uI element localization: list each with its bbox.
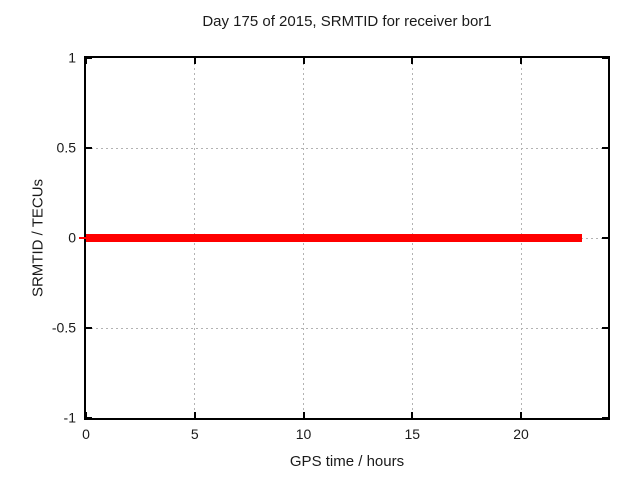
y-tick-mark-mirror	[602, 57, 608, 59]
y-tick-label: 1	[68, 49, 76, 66]
y-tick-mark-mirror	[602, 147, 608, 149]
x-tick-label: 5	[190, 426, 199, 442]
y-tick-mark	[86, 327, 92, 329]
y-gridline	[86, 327, 608, 329]
x-tick-mark-mirror	[302, 58, 305, 64]
chart-title: Day 175 of 2015, SRMTID for receiver bor…	[202, 13, 492, 30]
x-tick-mark	[411, 412, 414, 418]
y-tick-mark	[86, 57, 92, 59]
y-tick-mark-mirror	[602, 327, 608, 329]
y-tick-mark	[86, 417, 92, 419]
y-tick-mark	[86, 147, 92, 149]
y-tick-label: -1	[63, 409, 76, 426]
x-tick-mark-mirror	[193, 58, 196, 64]
x-tick-label: 20	[513, 426, 529, 442]
x-tick-mark-mirror	[85, 58, 87, 64]
x-tick-mark-mirror	[411, 58, 414, 64]
data-series-line	[86, 234, 582, 242]
y-tick-label: 0.5	[56, 139, 76, 156]
y-gridline	[86, 147, 608, 149]
plot-area: 0 5 10 15 20 1 0.5 0 -0.5 -1	[52, 50, 610, 442]
y-tick-label: 0	[68, 229, 76, 246]
x-tick-label: 10	[295, 426, 312, 442]
x-axis-label: GPS time / hours	[289, 453, 405, 470]
x-tick-mark	[520, 412, 522, 418]
x-tick-mark	[302, 412, 305, 418]
y-tick-mark-mirror	[602, 417, 608, 419]
x-tick-label: 15	[404, 426, 421, 442]
x-tick-label: 0	[82, 426, 90, 442]
x-tick-mark	[85, 412, 87, 418]
y-tick-label: -0.5	[51, 319, 76, 336]
x-tick-mark-mirror	[520, 58, 522, 64]
x-tick-mark	[193, 412, 196, 418]
y-tick-mark-mirror	[602, 237, 608, 239]
data-series-start-cap	[79, 237, 86, 239]
